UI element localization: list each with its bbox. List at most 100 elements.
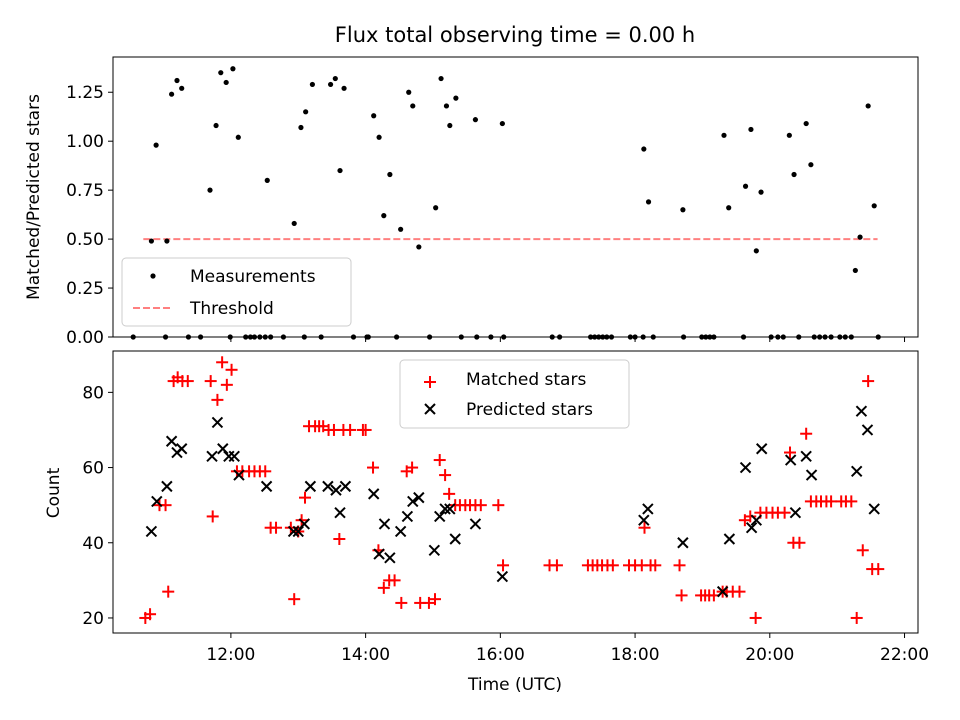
measurement-point (153, 142, 159, 148)
matched-star-point (649, 559, 662, 572)
matched-star-point (673, 559, 686, 572)
predicted-star-point (334, 506, 346, 519)
predicted-star-point (394, 525, 407, 538)
measurement-point (398, 226, 404, 232)
predicted-star-point (304, 480, 317, 493)
matched-star-point (359, 423, 372, 436)
matched-star-point (638, 521, 651, 534)
measurement-point (803, 120, 809, 127)
matched-star-point (606, 559, 619, 572)
predicted-star-point (784, 454, 797, 466)
predicted-star-point (861, 424, 874, 436)
measurement-point (264, 177, 270, 183)
predicted-star-point (217, 443, 229, 455)
top-y-ticks: 0.00 0.25 0.50 0.75 1.00 1.25 (66, 83, 113, 348)
matched-star-point (225, 363, 238, 376)
measurement-point (179, 85, 185, 91)
top-legend: Measurements Threshold (121, 257, 352, 327)
measurement-point (758, 189, 764, 195)
measurement-point (327, 81, 334, 88)
bottom-plot-area (139, 356, 885, 624)
legend-predicted-label: Predicted stars (466, 400, 593, 420)
matched-star-point (206, 510, 219, 523)
predicted-star-point (413, 491, 425, 504)
predicted-star-point (469, 518, 482, 530)
legend-matched-label: Matched stars (466, 370, 586, 390)
matched-star-point (778, 506, 791, 519)
predicted-star-point (287, 525, 300, 538)
measurement-point (865, 103, 871, 109)
measurement-point (438, 75, 444, 82)
measurement-point (298, 124, 304, 131)
measurement-point (218, 70, 224, 76)
matched-star-point (298, 491, 311, 504)
top-chart-title: Flux total observing time = 0.00 h (335, 23, 695, 47)
predicted-star-point (756, 443, 768, 455)
measurement-point (447, 122, 453, 129)
predicted-star-point (789, 506, 802, 519)
measurement-point (223, 79, 229, 86)
matched-star-point (856, 544, 869, 557)
matched-star-point (492, 499, 505, 512)
bottom-x-tick-label: 14:00 (341, 645, 390, 665)
measurement-point (871, 203, 877, 209)
predicted-star-point (496, 570, 509, 583)
matched-star-point (872, 563, 885, 576)
predicted-star-point (642, 503, 654, 515)
top-y-tick-label: 1.25 (66, 83, 104, 103)
matched-star-point (204, 375, 217, 388)
matched-star-point (825, 495, 838, 508)
matched-star-point (675, 589, 688, 602)
matched-star-point (550, 559, 563, 572)
predicted-star-point (292, 525, 304, 538)
matched-star-point (181, 375, 194, 388)
top-x-ticks (230, 337, 906, 342)
predicted-star-point (260, 480, 273, 493)
measurement-point (808, 162, 814, 168)
bottom-y-ticks: 20 40 60 80 (82, 383, 113, 629)
predicted-star-point (145, 525, 158, 538)
bottom-y-tick-label: 80 (82, 383, 104, 403)
bottom-legend: Matched stars Predicted stars (399, 359, 630, 429)
measurement-point (148, 238, 154, 244)
matched-star-point (429, 593, 441, 606)
measurement-point (680, 207, 686, 213)
predicted-star-point (384, 552, 396, 564)
matched-star-point (144, 608, 157, 621)
matched-star-point (259, 465, 272, 478)
matched-star-point (800, 427, 813, 440)
measurement-point (235, 134, 241, 140)
bottom-legend-box (399, 359, 630, 429)
top-y-axis-label: Matched/Predicted stars (24, 94, 44, 300)
measurement-point (742, 183, 749, 189)
matched-star-point (744, 510, 757, 523)
predicted-star-point (638, 514, 650, 526)
predicted-star-point (850, 465, 863, 478)
measurement-point (499, 120, 505, 127)
bottom-y-tick-label: 60 (82, 459, 104, 479)
matched-star-point (862, 375, 875, 388)
matched-star-point (422, 596, 435, 609)
predicted-star-point (298, 518, 311, 530)
matched-star-point (474, 499, 487, 512)
measurement-point (230, 66, 236, 72)
predicted-star-point (223, 450, 235, 462)
predicted-star-point (439, 503, 451, 515)
bottom-panel: 12:00 14:00 16:00 18:00 20:00 22:00 20406080 … (44, 350, 929, 695)
measurement-point (387, 171, 393, 178)
matched-star-point (733, 585, 746, 598)
bottom-axes-frame (112, 350, 919, 634)
predicted-star-point (677, 537, 689, 549)
bottom-x-tick-label: 18:00 (611, 645, 660, 665)
predicted-star-point (211, 416, 224, 429)
legend-measurements-marker (150, 273, 156, 279)
predicted-star-point (800, 450, 812, 462)
measurement-point (341, 85, 347, 91)
legend-predicted-marker (424, 403, 436, 415)
measurement-point (791, 171, 797, 178)
measurement-point (213, 122, 219, 129)
matched-star-point (270, 521, 283, 534)
matched-star-point (497, 559, 510, 572)
measurement-point (164, 238, 170, 244)
